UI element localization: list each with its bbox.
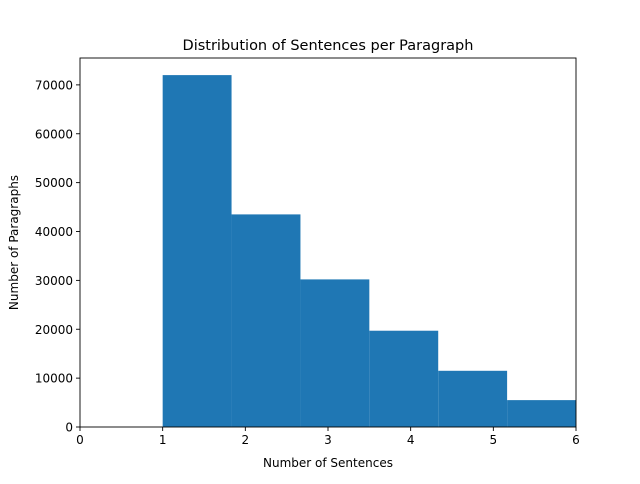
y-tick-label: 0 xyxy=(65,421,73,435)
histogram-bar-6 xyxy=(507,400,576,427)
histogram-bar-3 xyxy=(300,279,370,427)
x-tick-label: 1 xyxy=(159,433,167,447)
x-tick-label: 6 xyxy=(572,433,580,447)
y-tick-label: 20000 xyxy=(35,323,73,337)
histogram-bar-4 xyxy=(369,330,439,427)
y-axis-ticks: 0 10000 20000 30000 40000 50000 60000 70000 xyxy=(35,78,80,435)
chart-title: Distribution of Sentences per Paragraph xyxy=(183,38,474,54)
y-tick-label: 10000 xyxy=(35,372,73,386)
histogram-bar-2 xyxy=(231,214,301,427)
y-tick-label: 60000 xyxy=(35,127,73,141)
x-tick-label: 5 xyxy=(490,433,498,447)
x-tick-label: 4 xyxy=(407,433,415,447)
histogram-bar-1 xyxy=(162,75,232,427)
x-axis-label: Number of Sentences xyxy=(263,456,393,470)
x-tick-label: 0 xyxy=(76,433,84,447)
y-tick-label: 70000 xyxy=(35,78,73,92)
y-tick-label: 50000 xyxy=(35,176,73,190)
x-tick-label: 3 xyxy=(324,433,332,447)
x-tick-label: 2 xyxy=(242,433,250,447)
histogram-bar-5 xyxy=(438,370,508,427)
y-tick-label: 40000 xyxy=(35,225,73,239)
y-axis-label: Number of Paragraphs xyxy=(7,175,21,310)
x-axis-ticks: 0 1 2 3 4 5 6 xyxy=(76,427,580,447)
bars-group xyxy=(162,75,576,427)
y-tick-label: 30000 xyxy=(35,274,73,288)
